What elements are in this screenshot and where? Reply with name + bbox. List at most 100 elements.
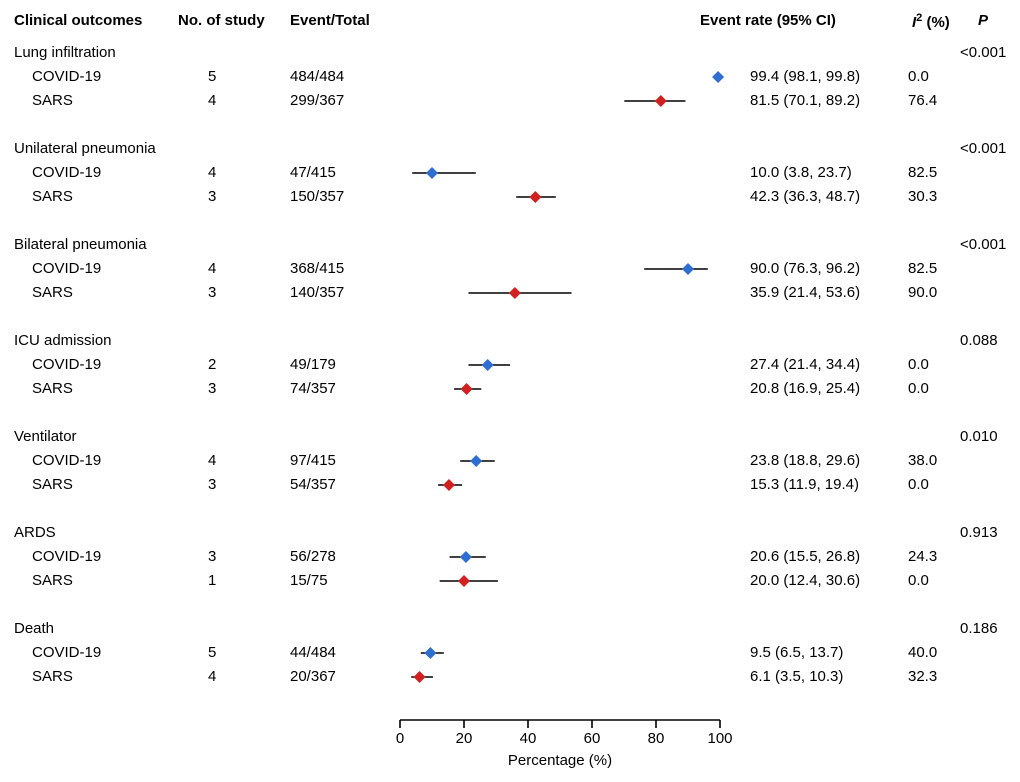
forest-marker <box>414 671 426 683</box>
forest-marker <box>655 95 667 107</box>
event-rate: 81.5 (70.1, 89.2) <box>750 92 860 109</box>
x-axis-title: Percentage (%) <box>508 752 612 769</box>
group-label: Unilateral pneumonia <box>14 140 156 157</box>
p-value: 0.913 <box>960 524 998 541</box>
event-rate: 9.5 (6.5, 13.7) <box>750 644 843 661</box>
event-total: 97/415 <box>290 452 336 469</box>
i2-value: 40.0 <box>908 644 937 661</box>
group-label: Bilateral pneumonia <box>14 236 147 253</box>
event-total: 299/367 <box>290 92 344 109</box>
row-label: SARS <box>14 284 73 301</box>
n-study: 4 <box>208 260 216 277</box>
row-label: SARS <box>14 476 73 493</box>
i2-value: 76.4 <box>908 92 937 109</box>
row-label: COVID-19 <box>14 644 101 661</box>
event-rate: 20.6 (15.5, 26.8) <box>750 548 860 565</box>
p-value: 0.088 <box>960 332 998 349</box>
i2-value: 82.5 <box>908 164 937 181</box>
forest-marker <box>460 551 472 563</box>
n-study: 2 <box>208 356 216 373</box>
i2-value: 0.0 <box>908 476 929 493</box>
forest-marker <box>424 647 436 659</box>
event-total: 368/415 <box>290 260 344 277</box>
forest-marker <box>529 191 541 203</box>
event-rate: 6.1 (3.5, 10.3) <box>750 668 843 685</box>
event-total: 20/367 <box>290 668 336 685</box>
group-label: Ventilator <box>14 428 77 445</box>
n-study: 1 <box>208 572 216 589</box>
forest-plot-svg <box>0 0 1020 782</box>
n-study: 4 <box>208 668 216 685</box>
event-total: 15/75 <box>290 572 328 589</box>
event-rate: 20.0 (12.4, 30.6) <box>750 572 860 589</box>
row-label: SARS <box>14 188 73 205</box>
row-label: COVID-19 <box>14 356 101 373</box>
event-rate: 90.0 (76.3, 96.2) <box>750 260 860 277</box>
x-axis-tick-label: 20 <box>456 730 473 747</box>
forest-marker <box>458 575 470 587</box>
row-label: COVID-19 <box>14 452 101 469</box>
n-study: 4 <box>208 164 216 181</box>
event-rate: 15.3 (11.9, 19.4) <box>750 476 859 493</box>
event-rate: 42.3 (36.3, 48.7) <box>750 188 860 205</box>
i2-value: 0.0 <box>908 572 929 589</box>
i2-value: 0.0 <box>908 380 929 397</box>
row-label: COVID-19 <box>14 260 101 277</box>
forest-marker <box>482 359 494 371</box>
x-axis-tick-label: 40 <box>520 730 537 747</box>
event-rate: 20.8 (16.9, 25.4) <box>750 380 860 397</box>
event-total: 49/179 <box>290 356 336 373</box>
row-label: SARS <box>14 380 73 397</box>
event-total: 54/357 <box>290 476 336 493</box>
i2-value: 90.0 <box>908 284 937 301</box>
event-total: 44/484 <box>290 644 336 661</box>
n-study: 3 <box>208 188 216 205</box>
x-axis-tick-label: 0 <box>396 730 404 747</box>
event-total: 150/357 <box>290 188 344 205</box>
i2-value: 32.3 <box>908 668 937 685</box>
n-study: 5 <box>208 644 216 661</box>
forest-marker <box>712 71 724 83</box>
row-label: SARS <box>14 92 73 109</box>
forest-plot: Clinical outcomes No. of study Event/Tot… <box>0 0 1020 782</box>
event-total: 74/357 <box>290 380 336 397</box>
forest-marker <box>470 455 482 467</box>
event-rate: 23.8 (18.8, 29.6) <box>750 452 860 469</box>
p-value: <0.001 <box>960 236 1006 253</box>
forest-marker <box>443 479 455 491</box>
group-label: Lung infiltration <box>14 44 116 61</box>
i2-value: 0.0 <box>908 68 929 85</box>
i2-value: 0.0 <box>908 356 929 373</box>
forest-marker <box>682 263 694 275</box>
group-label: ICU admission <box>14 332 112 349</box>
event-total: 56/278 <box>290 548 336 565</box>
i2-value: 82.5 <box>908 260 937 277</box>
i2-value: 24.3 <box>908 548 937 565</box>
x-axis-tick-label: 80 <box>648 730 665 747</box>
n-study: 3 <box>208 476 216 493</box>
row-label: COVID-19 <box>14 548 101 565</box>
n-study: 3 <box>208 548 216 565</box>
forest-marker <box>509 287 521 299</box>
p-value: <0.001 <box>960 44 1006 61</box>
p-value: 0.186 <box>960 620 998 637</box>
x-axis-tick-label: 100 <box>707 730 732 747</box>
p-value: 0.010 <box>960 428 998 445</box>
n-study: 4 <box>208 92 216 109</box>
event-rate: 27.4 (21.4, 34.4) <box>750 356 860 373</box>
row-label: COVID-19 <box>14 68 101 85</box>
x-axis-tick-label: 60 <box>584 730 601 747</box>
group-label: ARDS <box>14 524 56 541</box>
row-label: SARS <box>14 572 73 589</box>
group-label: Death <box>14 620 54 637</box>
n-study: 3 <box>208 284 216 301</box>
p-value: <0.001 <box>960 140 1006 157</box>
n-study: 3 <box>208 380 216 397</box>
forest-marker <box>426 167 438 179</box>
i2-value: 38.0 <box>908 452 937 469</box>
event-rate: 10.0 (3.8, 23.7) <box>750 164 852 181</box>
event-total: 47/415 <box>290 164 336 181</box>
event-rate: 99.4 (98.1, 99.8) <box>750 68 860 85</box>
event-total: 484/484 <box>290 68 344 85</box>
row-label: SARS <box>14 668 73 685</box>
